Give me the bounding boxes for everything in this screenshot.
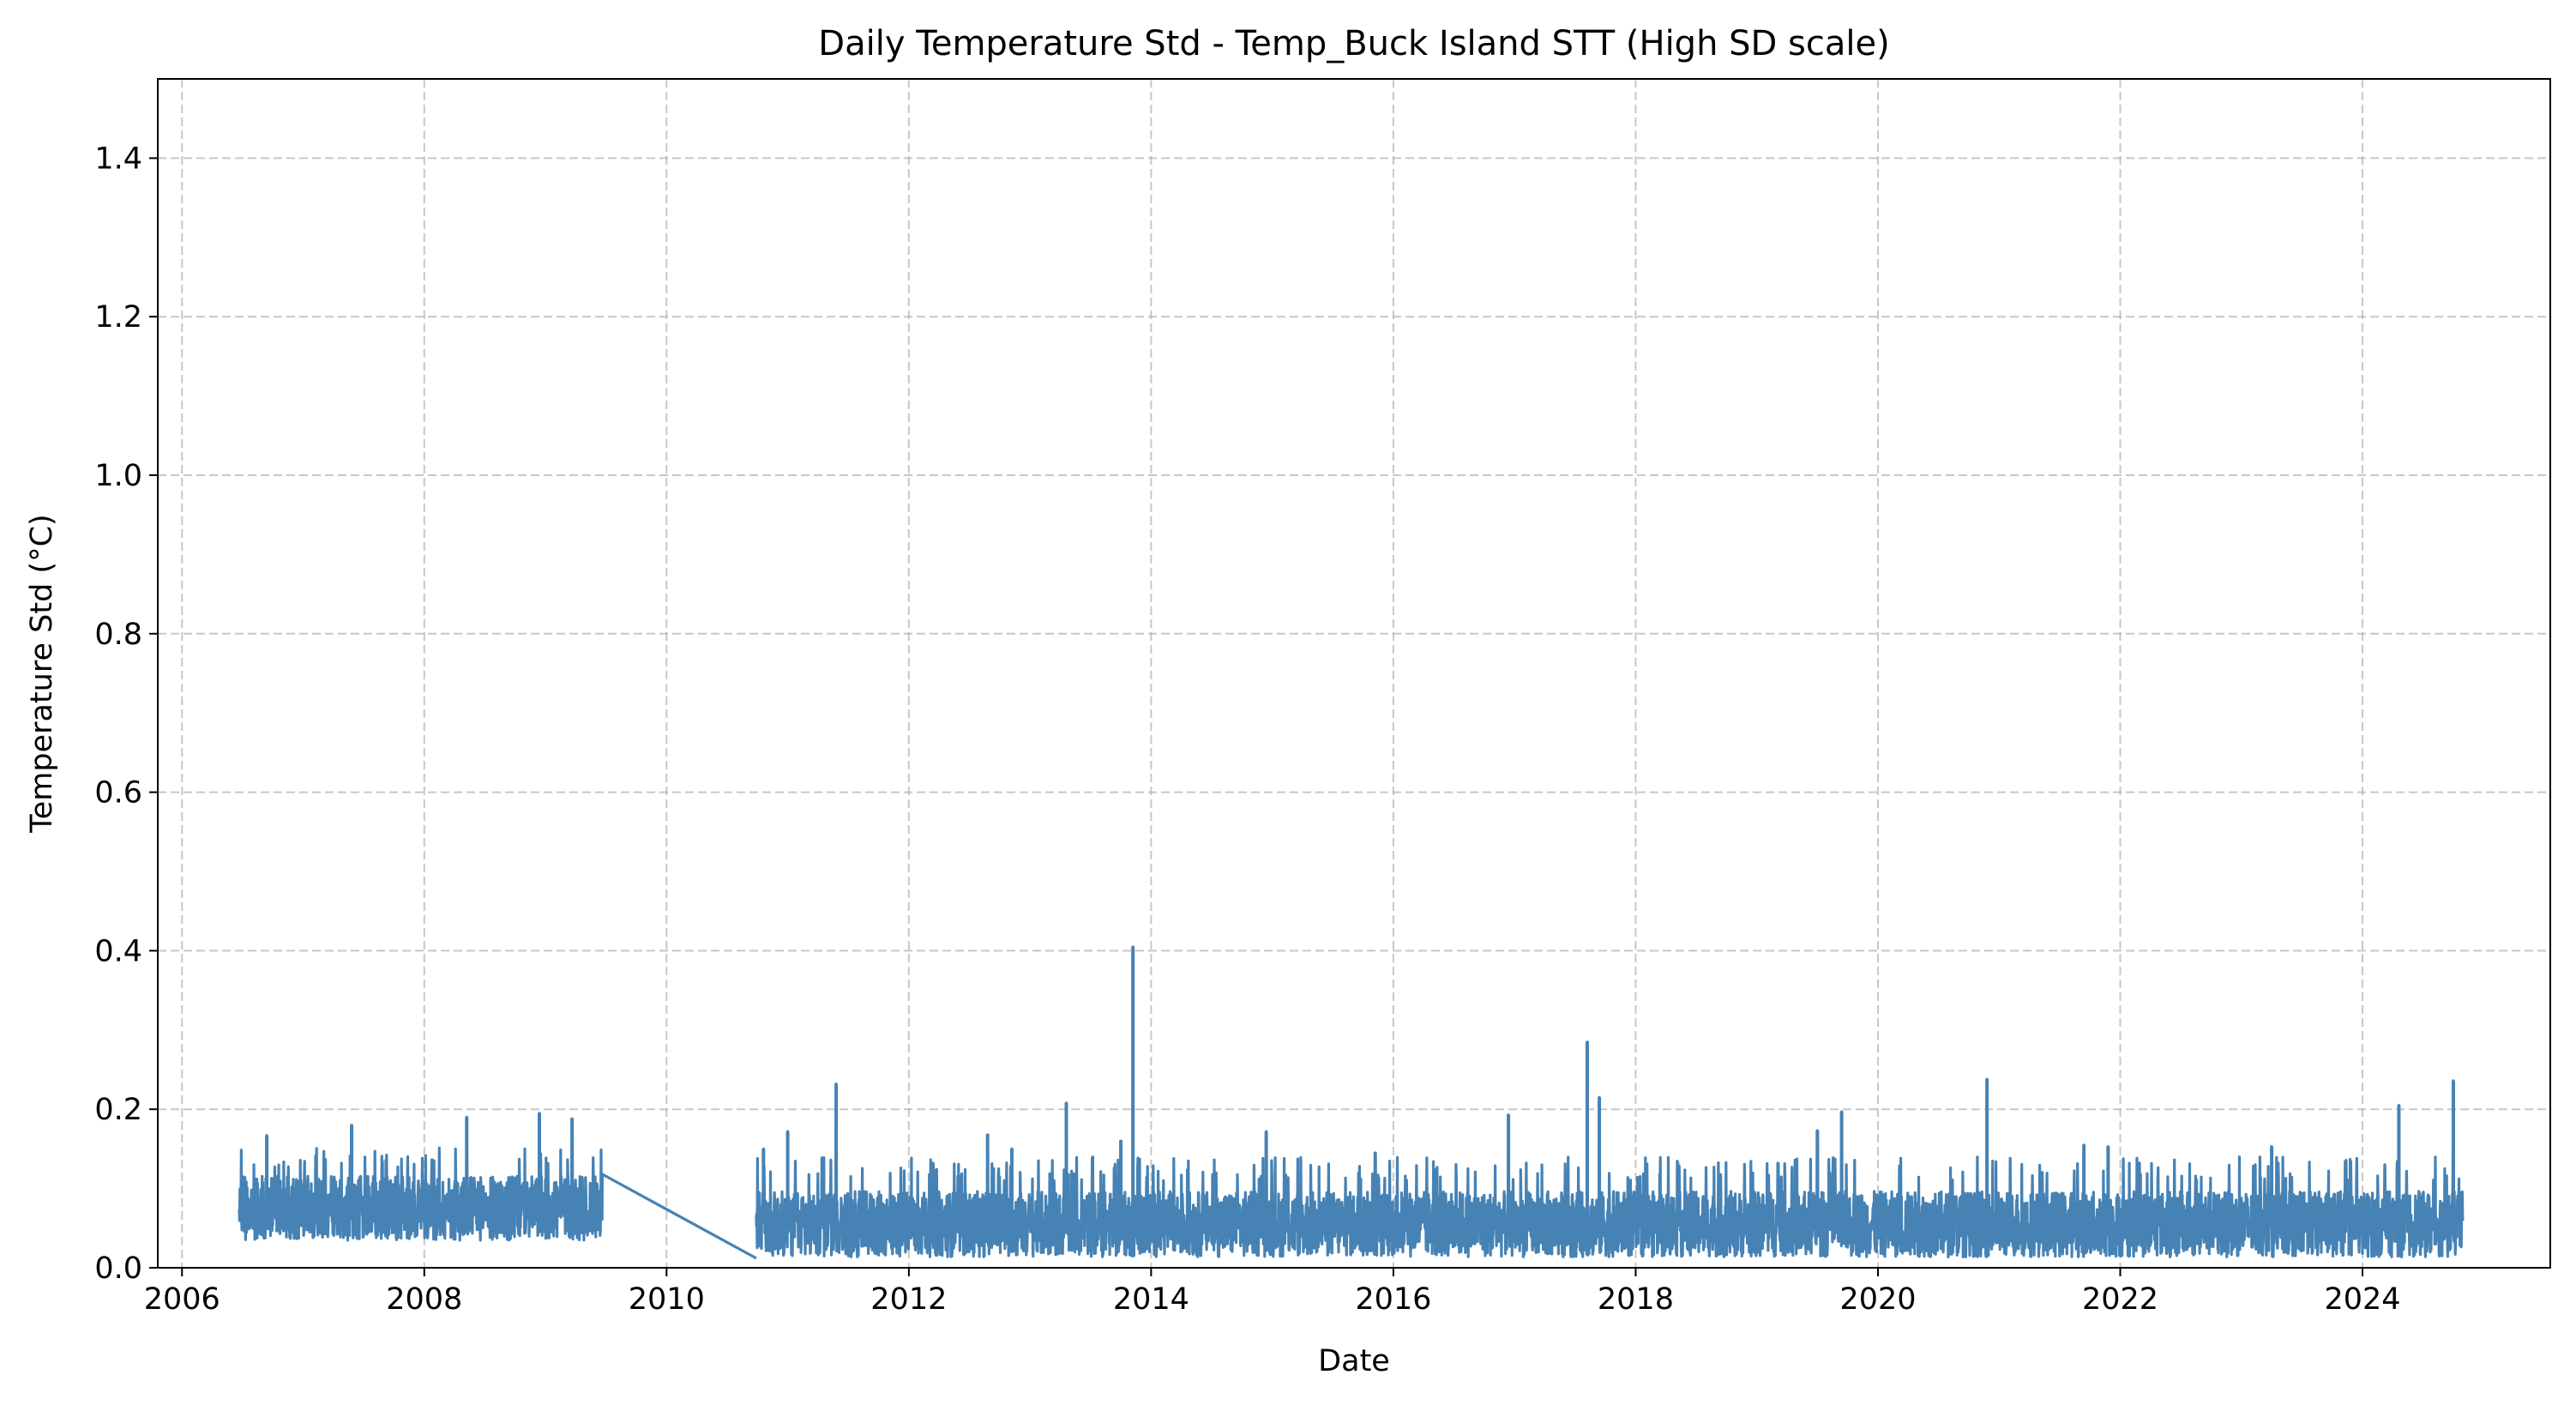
y-tick-label: 0.6 (94, 776, 142, 811)
x-tick-label: 2020 (1839, 1282, 1916, 1317)
x-tick-label: 2018 (1598, 1282, 1674, 1317)
x-tick-label: 2012 (870, 1282, 947, 1317)
x-tick-label: 2014 (1113, 1282, 1189, 1317)
y-tick-label: 0.8 (94, 618, 142, 652)
x-tick-label: 2022 (2082, 1282, 2158, 1317)
x-axis-label: Date (1318, 1344, 1390, 1378)
x-tick-label: 2010 (629, 1282, 705, 1317)
x-tick-label: 2006 (144, 1282, 220, 1317)
y-tick-label: 1.2 (94, 300, 142, 335)
x-tick-label: 2016 (1355, 1282, 1431, 1317)
y-tick-label: 0.0 (94, 1251, 142, 1286)
y-tick-label: 0.4 (94, 934, 142, 968)
y-tick-label: 1.4 (94, 142, 142, 176)
x-tick-label: 2008 (386, 1282, 462, 1317)
y-tick-label: 1.0 (94, 459, 142, 493)
x-tick-label: 2024 (2324, 1282, 2400, 1317)
chart-title: Daily Temperature Std - Temp_Buck Island… (818, 24, 1889, 63)
y-axis-label: Temperature Std (°C) (25, 514, 59, 833)
y-tick-label: 0.2 (94, 1093, 142, 1127)
